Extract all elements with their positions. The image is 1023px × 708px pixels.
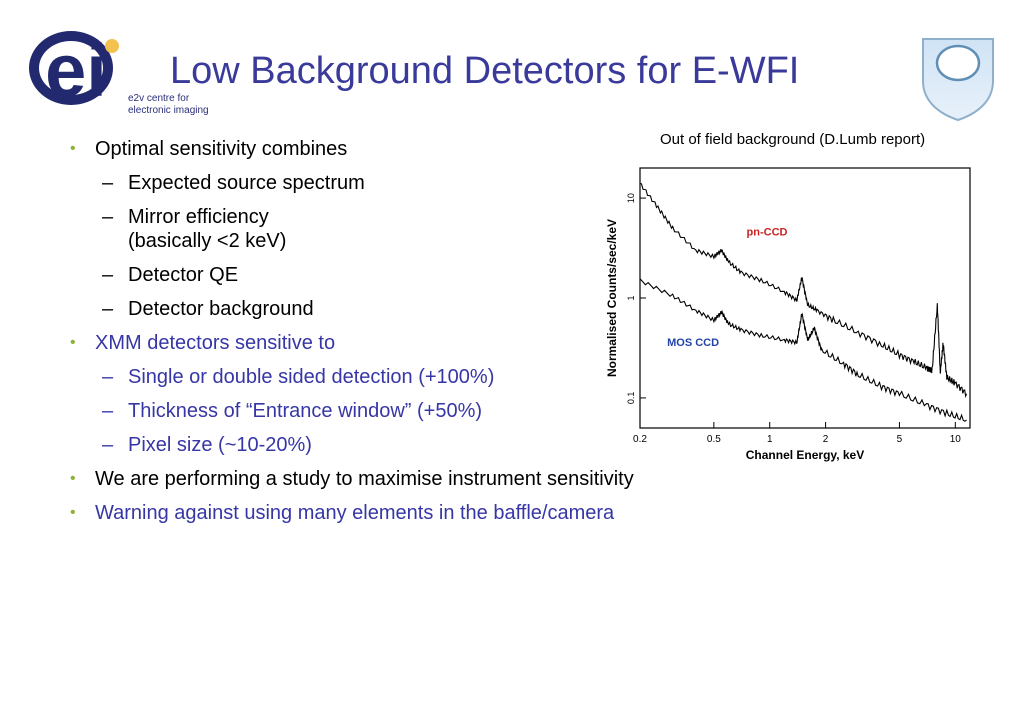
series-label: pn-CCD: [747, 227, 788, 239]
bullet-item: • Warning against using many elements in …: [70, 501, 790, 525]
plot-frame: [639, 167, 971, 429]
sub-bullet-text: Mirror efficiency: [128, 206, 269, 228]
sub-bullet-text: Pixel size (~10-20%): [128, 434, 312, 456]
bullet-item: • Optimal sensitivity combines: [70, 137, 790, 161]
x-tick-label: 0.5: [707, 434, 721, 445]
x-tick-label: 2: [823, 434, 829, 445]
bullet-text: XMM detectors sensitive to: [95, 332, 336, 354]
sub-bullet-item: – Detector QE: [70, 263, 790, 287]
sub-bullet-text: Single or double sided detection (+100%): [128, 366, 495, 388]
y-tick-label: 0.1: [626, 392, 636, 405]
bullet-text: Warning against using many elements in t…: [95, 502, 615, 524]
bullet-dot: •: [70, 470, 76, 487]
y-tick-label: 10: [626, 193, 636, 203]
sub-bullet-item: – Single or double sided detection (+100%…: [70, 365, 790, 389]
x-tick-label: 0.2: [633, 434, 647, 445]
bullet-item: • We are performing a study to maximise i…: [70, 467, 790, 491]
logo-letters: ei: [45, 30, 107, 112]
sub-bullet-text: Detector background: [128, 298, 314, 320]
dash-marker: –: [102, 172, 114, 194]
sub-bullet-item: – Detector background: [70, 297, 790, 321]
sub-bullet-item: – Mirror efficiency (basically <2 keV): [70, 205, 790, 253]
logo-sub-line1: e2v centre for: [128, 93, 190, 104]
y-axis-label: Normalised Counts/sec/keV: [605, 219, 619, 377]
dash-marker: –: [102, 400, 114, 422]
bullet-dot: •: [70, 334, 76, 351]
series-line-pn-ccd: [639, 182, 968, 399]
x-axis-label: Channel Energy, keV: [746, 448, 864, 462]
bullet-list: • Optimal sensitivity combines – Expected …: [70, 137, 790, 535]
sub-bullet-text: Detector QE: [128, 264, 239, 286]
x-tick-label: 10: [950, 434, 962, 445]
y-tick-label: 1: [626, 295, 636, 300]
logo-sub-line2: electronic imaging: [128, 105, 209, 116]
ei-logo: ei: [29, 30, 119, 112]
dash-marker: –: [102, 264, 114, 286]
sub-bullet-text-line2: (basically <2 keV): [128, 230, 287, 252]
dash-marker: –: [102, 434, 114, 456]
sub-bullet-text: Expected source spectrum: [128, 172, 365, 194]
dash-marker: –: [102, 366, 114, 388]
x-tick-label: 5: [897, 434, 903, 445]
x-tick-label: 1: [767, 434, 773, 445]
logo-subtitle: e2v centre for electronic imaging: [128, 93, 209, 117]
dash-marker: –: [102, 298, 114, 320]
page-title: Low Background Detectors for E-WFI: [170, 50, 800, 92]
bullet-item: • XMM detectors sensitive to: [70, 331, 790, 355]
sub-bullet-item: – Thickness of “Entrance window” (+50%): [70, 399, 790, 423]
background-spectrum-chart: 0.2 0.5 1 2 5 10 10 1 0.1 pn-CCD MOS CCD Channel …: [605, 167, 971, 462]
sub-bullet-item: – Expected source spectrum: [70, 171, 790, 195]
sub-bullet-text: Thickness of “Entrance window” (+50%): [128, 400, 483, 422]
dash-marker: –: [102, 206, 114, 228]
bullet-dot: •: [70, 140, 76, 157]
sub-bullet-item: – Pixel size (~10-20%): [70, 433, 790, 457]
figure-caption: Out of field background (D.Lumb report): [660, 131, 926, 148]
bullet-text: We are performing a study to maximise in…: [95, 468, 634, 490]
series-line-mos-ccd: [639, 278, 967, 422]
bullet-text: Optimal sensitivity combines: [95, 138, 348, 160]
university-shield-logo: [922, 38, 994, 122]
series-label: MOS CCD: [667, 337, 719, 349]
bullet-dot: •: [70, 504, 76, 521]
